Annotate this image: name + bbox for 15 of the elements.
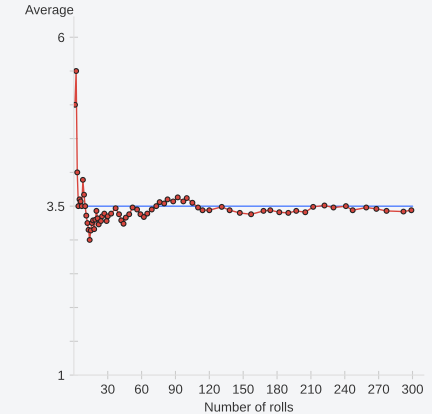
- x-tick-label: 210: [300, 384, 322, 394]
- x-tick-label: 240: [334, 384, 356, 394]
- x-tick-label: 180: [267, 384, 288, 394]
- x-tick-label: 90: [168, 384, 182, 394]
- x-tick-label: 120: [199, 384, 220, 394]
- y-tick-label: 1: [58, 370, 64, 380]
- x-axis-title: Number of rolls: [205, 402, 294, 412]
- x-tick-label: 300: [402, 384, 423, 394]
- x-tick-label: 150: [233, 384, 254, 394]
- y-axis-title: Average: [24, 5, 74, 17]
- y-tick-label: 3.5: [47, 202, 64, 212]
- x-tick-label: 60: [134, 384, 148, 394]
- x-tick-label: 30: [100, 384, 115, 394]
- y-tick-label: 6: [58, 32, 64, 42]
- x-tick-label: 270: [368, 384, 390, 394]
